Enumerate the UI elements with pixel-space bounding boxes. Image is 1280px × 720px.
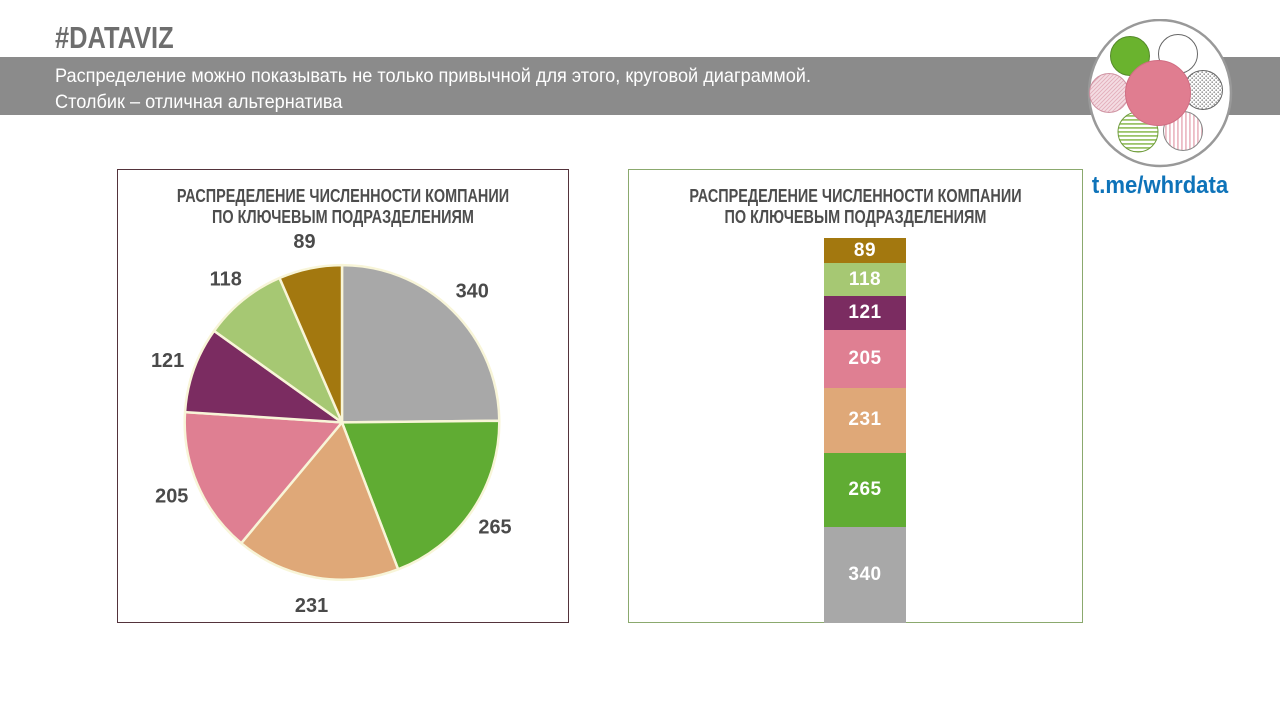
- bar-segment-label: 89: [853, 239, 877, 261]
- bar-segment: 121: [824, 296, 906, 331]
- bar-title-line-1: РАСПРЕДЕЛЕНИЕ ЧИСЛЕННОСТИ КОМПАНИИ: [689, 185, 1022, 206]
- pie-slice: [340, 263, 501, 424]
- pie-slice-label: 340: [456, 281, 489, 303]
- subtitle-line-1: Распределение можно показывать не только…: [55, 65, 811, 87]
- bar-segment: 205: [824, 330, 906, 388]
- pie-title-line-2: ПО КЛЮЧЕВЫМ ПОДРАЗДЕЛЕНИЯМ: [212, 206, 474, 227]
- stacked-bar-panel: РАСПРЕДЕЛЕНИЕ ЧИСЛЕННОСТИ КОМПАНИИ ПО КЛ…: [628, 169, 1083, 623]
- stacked-bar: 89 118 121 205 231 265 340: [824, 238, 906, 623]
- logo-center-circle: [1125, 60, 1191, 126]
- pie-slice-label: 265: [478, 517, 511, 539]
- pie-slice: [239, 421, 400, 581]
- pie-slice: [183, 410, 344, 545]
- bar-segment: 231: [824, 387, 906, 453]
- pie-slice-label: 118: [210, 268, 242, 290]
- bar-segment: 89: [824, 238, 906, 263]
- telegram-handle: t.me/whrdata: [1091, 172, 1229, 199]
- bar-segment-label: 265: [848, 479, 882, 501]
- pie-slice: [340, 419, 501, 571]
- subtitle-line-2: Столбик – отличная альтернатива: [55, 91, 343, 113]
- pie-slice: [183, 329, 344, 424]
- pie-slice: [212, 276, 344, 424]
- pie-slice-label: 121: [151, 350, 184, 372]
- flower-of-circles-logo-icon: [1087, 19, 1233, 168]
- bar-title-line-2: ПО КЛЮЧЕВЫМ ПОДРАЗДЕЛЕНИЯМ: [724, 206, 987, 227]
- page-title: #DATAVIZ: [55, 20, 174, 55]
- pie-slice-label: 89: [293, 231, 315, 253]
- pie-slice: [278, 263, 344, 424]
- bar-segment-label: 118: [848, 268, 882, 290]
- pie-chart-panel: РАСПРЕДЕЛЕНИЕ ЧИСЛЕННОСТИ КОМПАНИИ ПО КЛ…: [117, 169, 569, 623]
- pie-slice-label: 205: [155, 485, 188, 507]
- bar-segment-label: 231: [848, 409, 882, 431]
- bar-segment: 118: [824, 263, 906, 297]
- stacked-bar-title: РАСПРЕДЕЛЕНИЕ ЧИСЛЕННОСТИ КОМПАНИИ ПО КЛ…: [679, 185, 1032, 227]
- pie-title-line-1: РАСПРЕДЕЛЕНИЕ ЧИСЛЕННОСТИ КОМПАНИИ: [176, 185, 510, 206]
- bar-segment-label: 121: [848, 302, 882, 324]
- subtitle-banner: Распределение можно показывать не только…: [0, 57, 1280, 115]
- bar-segment-label: 340: [848, 564, 882, 586]
- bar-segment: 265: [824, 452, 906, 528]
- subtitle-text: Распределение можно показывать не только…: [55, 63, 811, 115]
- logo-petal-pink-hatched: [1089, 73, 1129, 113]
- pie-chart: 340 265 231 205 121 118 89: [151, 231, 512, 617]
- pie-chart-title: РАСПРЕДЕЛЕНИЕ ЧИСЛЕННОСТИ КОМПАНИИ ПО КЛ…: [168, 185, 519, 227]
- bar-segment: 340: [824, 527, 906, 623]
- pie-slice-label: 231: [295, 595, 328, 617]
- bar-segment-label: 205: [848, 348, 882, 370]
